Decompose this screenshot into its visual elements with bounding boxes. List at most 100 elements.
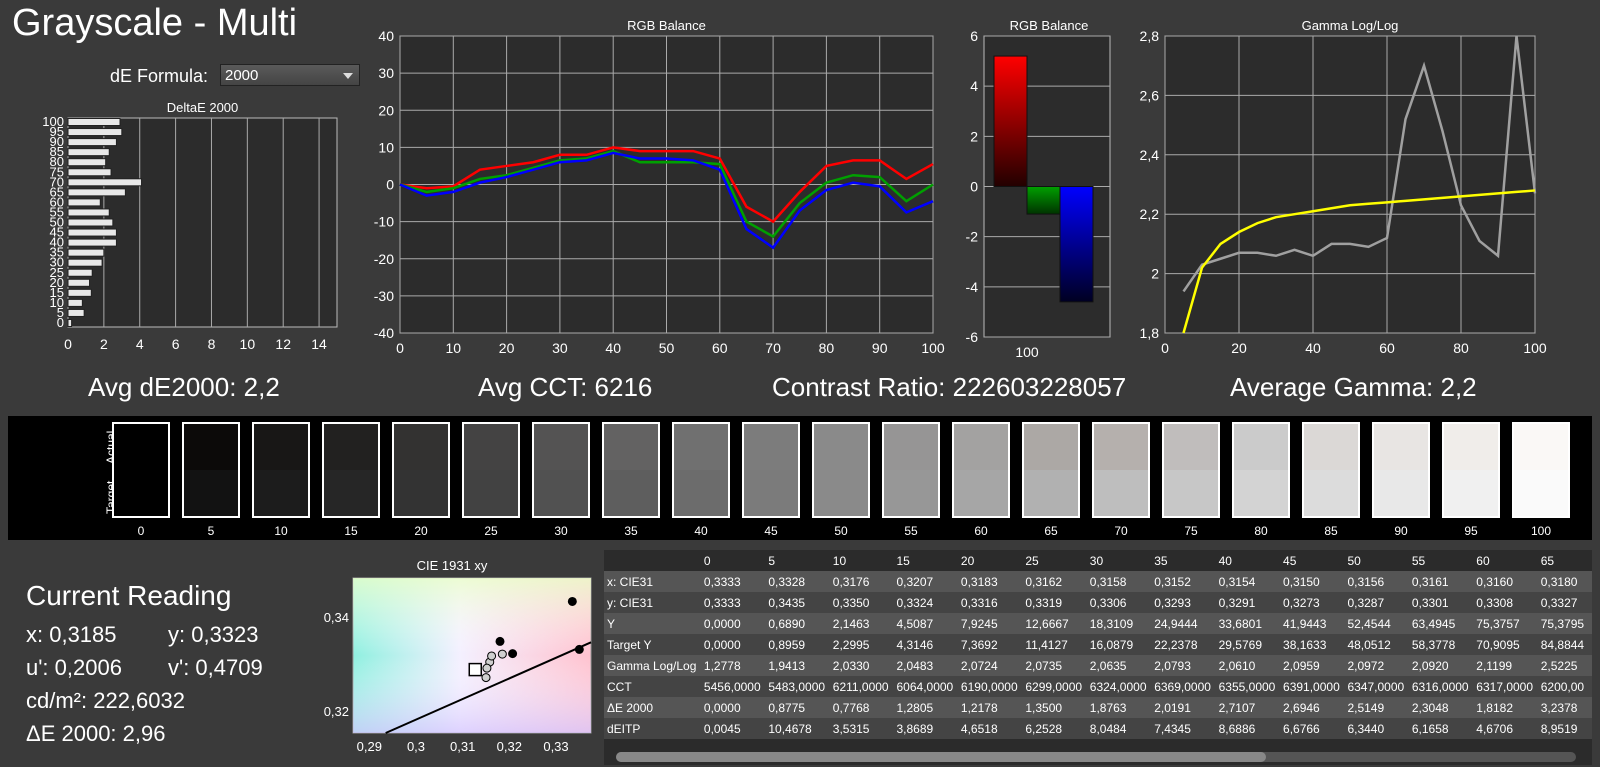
swatch-actual bbox=[674, 424, 728, 470]
deltae-bar bbox=[67, 198, 101, 207]
page-title: Grayscale - Multi bbox=[12, 2, 298, 44]
table-cell: 1,3500 bbox=[1022, 697, 1087, 718]
rgb-bar-chart-title: RGB Balance bbox=[1010, 18, 1089, 33]
swatch-target bbox=[184, 470, 238, 516]
de-formula-select[interactable]: 2000 bbox=[220, 64, 360, 86]
deltae-y-tick-label: 45 bbox=[50, 225, 64, 240]
rgb-line-x-tick-label: 90 bbox=[872, 340, 888, 356]
swatch-actual bbox=[114, 424, 168, 470]
swatch-actual bbox=[1024, 424, 1078, 470]
swatch-actual bbox=[604, 424, 658, 470]
table-cell: 6355,0000 bbox=[1215, 676, 1281, 697]
table-row: dEITP 0,0045 10,4678 3,5315 3,8689 4,6518 6,25… bbox=[604, 718, 1592, 739]
table-cell: 2,1463 bbox=[829, 613, 894, 634]
table-cell: 0,3316 bbox=[957, 592, 1023, 613]
table-cell: 0,3180 bbox=[1537, 571, 1592, 592]
swatch-label: 30 bbox=[554, 524, 568, 538]
grayscale-swatch bbox=[112, 422, 170, 518]
table-header-cell: 35 bbox=[1151, 550, 1216, 571]
gamma-y-tick-label: 2,8 bbox=[1140, 28, 1159, 44]
swatch-actual bbox=[954, 424, 1008, 470]
table-cell: 58,3778 bbox=[1408, 634, 1474, 655]
deltae-y-tick-label: 40 bbox=[50, 235, 64, 250]
deltae-x-tick-label: 12 bbox=[275, 336, 291, 352]
rgb-line-y-tick-label: -30 bbox=[374, 288, 394, 304]
rgb-bar-x-tick-label: 100 bbox=[1015, 344, 1039, 360]
swatch-label: 90 bbox=[1394, 524, 1408, 538]
swatch-target bbox=[1024, 470, 1078, 516]
current-reading-heading: Current Reading bbox=[26, 580, 232, 611]
table-cell: 0,3287 bbox=[1344, 592, 1409, 613]
cie-x-tick-label: 0,33 bbox=[543, 739, 568, 754]
cie-xy-chart: CIE 1931 xy 0,29 0,3 0,31 0,32 0,33 0,32 0,34 bbox=[324, 558, 592, 754]
table-header-cell: 60 bbox=[1473, 550, 1538, 571]
cie-y-tick-label: 0,32 bbox=[324, 704, 349, 719]
swatch-label: 5 bbox=[207, 524, 215, 538]
deltae-x-tick-label: 8 bbox=[208, 336, 216, 352]
table-cell: 2,3048 bbox=[1408, 697, 1474, 718]
deltae-y-tick-label: 95 bbox=[50, 124, 64, 139]
swatch-target bbox=[954, 470, 1008, 516]
swatch-target bbox=[604, 470, 658, 516]
rgb-bar-y-tick-label: -4 bbox=[966, 279, 979, 295]
deltae-bar bbox=[67, 308, 85, 317]
data-table: 0 5 10 15 20 25 30 35 40 45 50 55 60 65 x: CIE31 0,3333… bbox=[604, 550, 1592, 739]
rgb-line-x-tick-label: 80 bbox=[819, 340, 835, 356]
deltae-y-tick-label: 30 bbox=[50, 255, 64, 270]
table-row-label: y: CIE31 bbox=[604, 592, 701, 613]
table-cell: 4,6518 bbox=[957, 718, 1023, 739]
deltae-bar bbox=[67, 258, 103, 267]
table-cell: 0,0000 bbox=[700, 634, 766, 655]
rgb-line-x-tick-label: 20 bbox=[499, 340, 515, 356]
gamma-y-tick-label: 1,8 bbox=[1140, 325, 1159, 341]
table-cell: 0,3291 bbox=[1215, 592, 1281, 613]
swatch-label: 50 bbox=[834, 524, 848, 538]
rgb-line-x-tick-label: 60 bbox=[712, 340, 728, 356]
table-cell: 16,0879 bbox=[1086, 634, 1152, 655]
deltae-bar bbox=[67, 319, 73, 327]
table-row-label: Y bbox=[604, 613, 701, 634]
table-cell: 6369,0000 bbox=[1151, 676, 1216, 697]
table-cell: 2,6946 bbox=[1280, 697, 1345, 718]
deltae-bar bbox=[67, 138, 117, 147]
swatch-actual bbox=[254, 424, 308, 470]
table-cell: 5456,0000 bbox=[700, 676, 766, 697]
swatch-actual bbox=[744, 424, 798, 470]
table-header-cell: 30 bbox=[1086, 550, 1152, 571]
table-cell: 0,3176 bbox=[829, 571, 894, 592]
table-cell: 7,3692 bbox=[957, 634, 1023, 655]
deltae-bar bbox=[67, 188, 126, 197]
cie-locus-line bbox=[385, 641, 592, 734]
gamma-x-tick-label: 0 bbox=[1161, 340, 1169, 356]
rgb-line-series bbox=[399, 151, 934, 250]
grayscale-swatch bbox=[322, 422, 380, 518]
table-cell: 2,5149 bbox=[1344, 697, 1409, 718]
rgb-bar bbox=[1059, 186, 1094, 303]
swatch-target bbox=[674, 470, 728, 516]
table-cell: 4,3146 bbox=[893, 634, 958, 655]
table-cell: 0,6890 bbox=[765, 613, 830, 634]
table-cell: 8,0484 bbox=[1086, 718, 1152, 739]
swatch-actual bbox=[884, 424, 938, 470]
table-row: ΔE 2000 0,0000 0,8775 0,7768 1,2805 1,2178 1,3… bbox=[604, 697, 1592, 718]
swatch-target bbox=[464, 470, 518, 516]
deltae-x-tick-label: 6 bbox=[172, 336, 180, 352]
table-cell: 0,3154 bbox=[1215, 571, 1281, 592]
swatch-target bbox=[744, 470, 798, 516]
swatch-label: 15 bbox=[344, 524, 358, 538]
data-table-viewport[interactable]: 0 5 10 15 20 25 30 35 40 45 50 55 60 65 x: CIE31 0,3333… bbox=[604, 550, 1592, 750]
table-cell: 6,6766 bbox=[1280, 718, 1345, 739]
table-header-cell: 45 bbox=[1280, 550, 1345, 571]
swatch-target bbox=[324, 470, 378, 516]
swatch-label: 80 bbox=[1254, 524, 1268, 538]
table-header-cell bbox=[604, 550, 701, 571]
table-row: x: CIE31 0,3333 0,3328 0,3176 0,3207 0,3183 0,… bbox=[604, 571, 1592, 592]
table-cell: 6190,0000 bbox=[957, 676, 1023, 697]
deltae-bar bbox=[67, 208, 110, 217]
reading-luminance: cd/m²: 222,6032 bbox=[26, 688, 185, 713]
table-cell: 7,9245 bbox=[957, 613, 1023, 634]
reading-delta-e: ΔE 2000: 2,96 bbox=[26, 721, 166, 746]
table-cell: 3,2378 bbox=[1537, 697, 1592, 718]
table-scrollbar-thumb[interactable] bbox=[616, 752, 1266, 762]
